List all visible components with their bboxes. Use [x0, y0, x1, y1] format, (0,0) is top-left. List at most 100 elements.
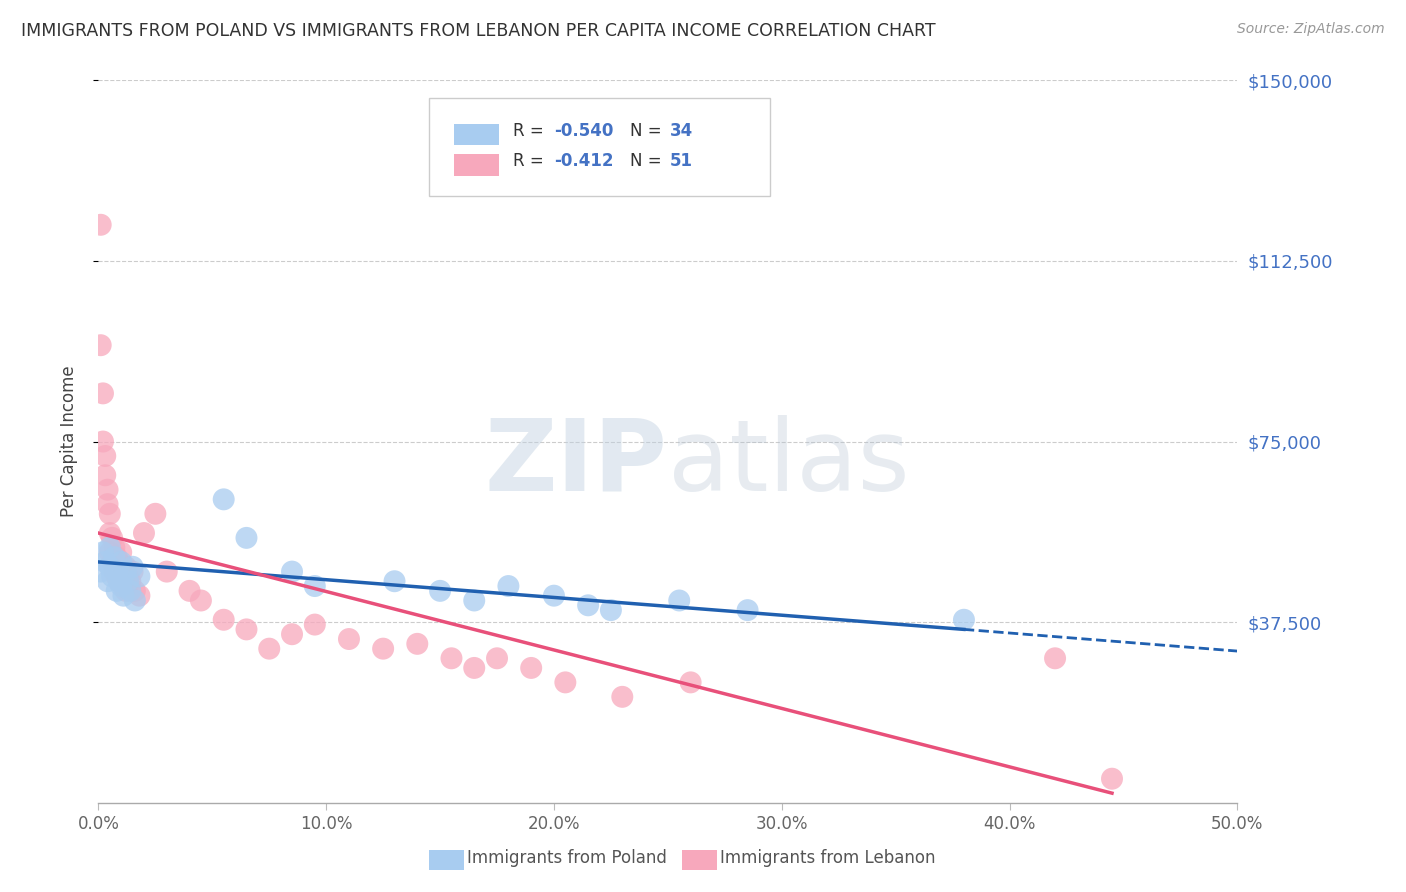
Point	[96, 574, 118, 589]
Point	[259, 641, 281, 656]
Point	[101, 555, 124, 569]
Point	[98, 507, 121, 521]
Point	[612, 690, 634, 704]
Point	[156, 565, 179, 579]
Text: R =: R =	[513, 153, 548, 170]
Point	[94, 555, 117, 569]
Point	[117, 574, 139, 589]
Y-axis label: Per Capita Income: Per Capita Income	[59, 366, 77, 517]
FancyBboxPatch shape	[454, 124, 499, 145]
Text: 51: 51	[671, 153, 693, 170]
Point	[440, 651, 463, 665]
Point	[101, 569, 124, 583]
Text: -0.540: -0.540	[554, 122, 613, 140]
Point	[304, 617, 326, 632]
Point	[105, 550, 128, 565]
Point	[90, 218, 112, 232]
Point	[110, 545, 132, 559]
Point	[94, 468, 117, 483]
Point	[554, 675, 576, 690]
Point	[235, 623, 257, 637]
Point	[90, 338, 112, 352]
Point	[179, 583, 201, 598]
FancyBboxPatch shape	[429, 98, 770, 196]
Point	[121, 559, 143, 574]
Point	[114, 559, 136, 574]
Point	[124, 583, 146, 598]
Point	[108, 555, 131, 569]
Text: IMMIGRANTS FROM POLAND VS IMMIGRANTS FROM LEBANON PER CAPITA INCOME CORRELATION : IMMIGRANTS FROM POLAND VS IMMIGRANTS FRO…	[21, 22, 936, 40]
Point	[105, 569, 128, 583]
Point	[190, 593, 212, 607]
Point	[212, 613, 235, 627]
Point	[281, 627, 304, 641]
Point	[105, 583, 128, 598]
Point	[668, 593, 690, 607]
Point	[110, 565, 132, 579]
Point	[101, 531, 124, 545]
Point	[91, 434, 114, 449]
Text: N =: N =	[630, 122, 666, 140]
Point	[1043, 651, 1066, 665]
Point	[128, 569, 150, 583]
Point	[128, 589, 150, 603]
Point	[576, 599, 599, 613]
Point	[112, 579, 135, 593]
Point	[98, 541, 121, 555]
Point	[1101, 772, 1123, 786]
Point	[543, 589, 565, 603]
Point	[108, 574, 131, 589]
Point	[281, 565, 304, 579]
Point	[94, 449, 117, 463]
Point	[114, 583, 136, 598]
Point	[121, 565, 143, 579]
Point	[384, 574, 406, 589]
Point	[120, 574, 142, 589]
Point	[953, 613, 976, 627]
Text: Immigrants from Lebanon: Immigrants from Lebanon	[720, 849, 935, 867]
Point	[600, 603, 623, 617]
Point	[679, 675, 702, 690]
Point	[145, 507, 167, 521]
Point	[112, 589, 135, 603]
Point	[103, 565, 125, 579]
Text: R =: R =	[513, 122, 548, 140]
Point	[124, 593, 146, 607]
Text: 34: 34	[671, 122, 693, 140]
Point	[371, 641, 394, 656]
Point	[98, 526, 121, 541]
Point	[463, 593, 485, 607]
Text: ZIP: ZIP	[485, 415, 668, 512]
Point	[498, 579, 520, 593]
Point	[105, 565, 128, 579]
Point	[91, 386, 114, 401]
Point	[120, 583, 142, 598]
FancyBboxPatch shape	[454, 154, 499, 176]
Point	[103, 550, 125, 565]
Text: N =: N =	[630, 153, 666, 170]
Point	[406, 637, 429, 651]
Text: atlas: atlas	[668, 415, 910, 512]
Point	[103, 541, 125, 555]
Point	[304, 579, 326, 593]
Point	[235, 531, 257, 545]
Point	[337, 632, 360, 646]
Point	[463, 661, 485, 675]
Point	[98, 545, 121, 559]
Text: Immigrants from Poland: Immigrants from Poland	[467, 849, 666, 867]
Point	[90, 565, 112, 579]
Point	[520, 661, 543, 675]
Point	[98, 559, 121, 574]
Point	[429, 583, 451, 598]
Point	[108, 574, 131, 589]
Point	[132, 526, 155, 541]
Point	[110, 555, 132, 569]
Point	[212, 492, 235, 507]
Point	[114, 565, 136, 579]
Point	[96, 497, 118, 511]
Point	[110, 579, 132, 593]
Point	[91, 545, 114, 559]
Text: -0.412: -0.412	[554, 153, 613, 170]
Point	[117, 569, 139, 583]
Text: Source: ZipAtlas.com: Source: ZipAtlas.com	[1237, 22, 1385, 37]
